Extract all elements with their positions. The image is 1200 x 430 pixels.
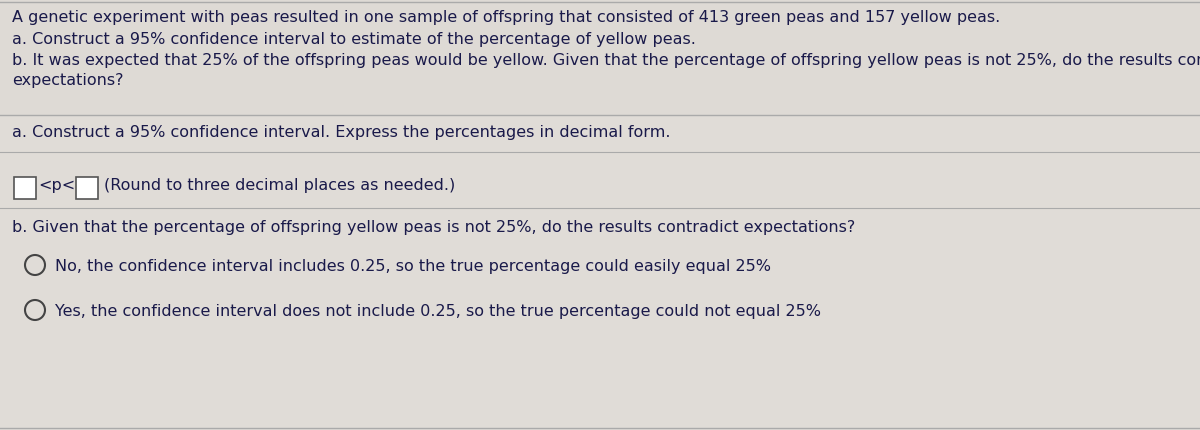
Text: No, the confidence interval includes 0.25, so the true percentage could easily e: No, the confidence interval includes 0.2…: [55, 259, 772, 274]
Text: Yes, the confidence interval does not include 0.25, so the true percentage could: Yes, the confidence interval does not in…: [55, 304, 821, 319]
Text: b. It was expected that 25% of the offspring peas would be yellow. Given that th: b. It was expected that 25% of the offsp…: [12, 53, 1200, 68]
Text: a. Construct a 95% confidence interval. Express the percentages in decimal form.: a. Construct a 95% confidence interval. …: [12, 125, 671, 140]
Text: (Round to three decimal places as needed.): (Round to three decimal places as needed…: [104, 178, 455, 193]
FancyBboxPatch shape: [0, 115, 1200, 430]
Text: b. Given that the percentage of offspring yellow peas is not 25%, do the results: b. Given that the percentage of offsprin…: [12, 220, 856, 235]
FancyBboxPatch shape: [0, 0, 1200, 115]
FancyBboxPatch shape: [76, 177, 98, 199]
Text: a. Construct a 95% confidence interval to estimate of the percentage of yellow p: a. Construct a 95% confidence interval t…: [12, 32, 696, 47]
Text: <p<: <p<: [38, 178, 76, 193]
Text: A genetic experiment with peas resulted in one sample of offspring that consiste: A genetic experiment with peas resulted …: [12, 10, 1001, 25]
Text: expectations?: expectations?: [12, 73, 124, 88]
FancyBboxPatch shape: [14, 177, 36, 199]
